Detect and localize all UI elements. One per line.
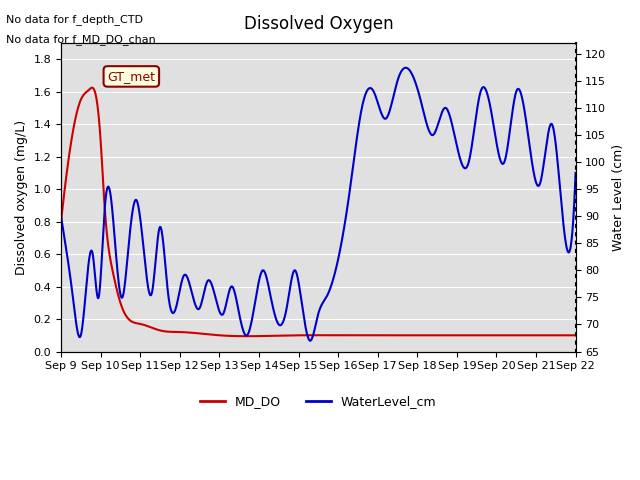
Text: GT_met: GT_met: [108, 70, 156, 83]
Text: No data for f_depth_CTD: No data for f_depth_CTD: [6, 14, 143, 25]
Legend: MD_DO, WaterLevel_cm: MD_DO, WaterLevel_cm: [195, 390, 442, 413]
Text: No data for f_MD_DO_chan: No data for f_MD_DO_chan: [6, 34, 156, 45]
Y-axis label: Dissolved oxygen (mg/L): Dissolved oxygen (mg/L): [15, 120, 28, 275]
Title: Dissolved Oxygen: Dissolved Oxygen: [243, 15, 393, 33]
Y-axis label: Water Level (cm): Water Level (cm): [612, 144, 625, 251]
